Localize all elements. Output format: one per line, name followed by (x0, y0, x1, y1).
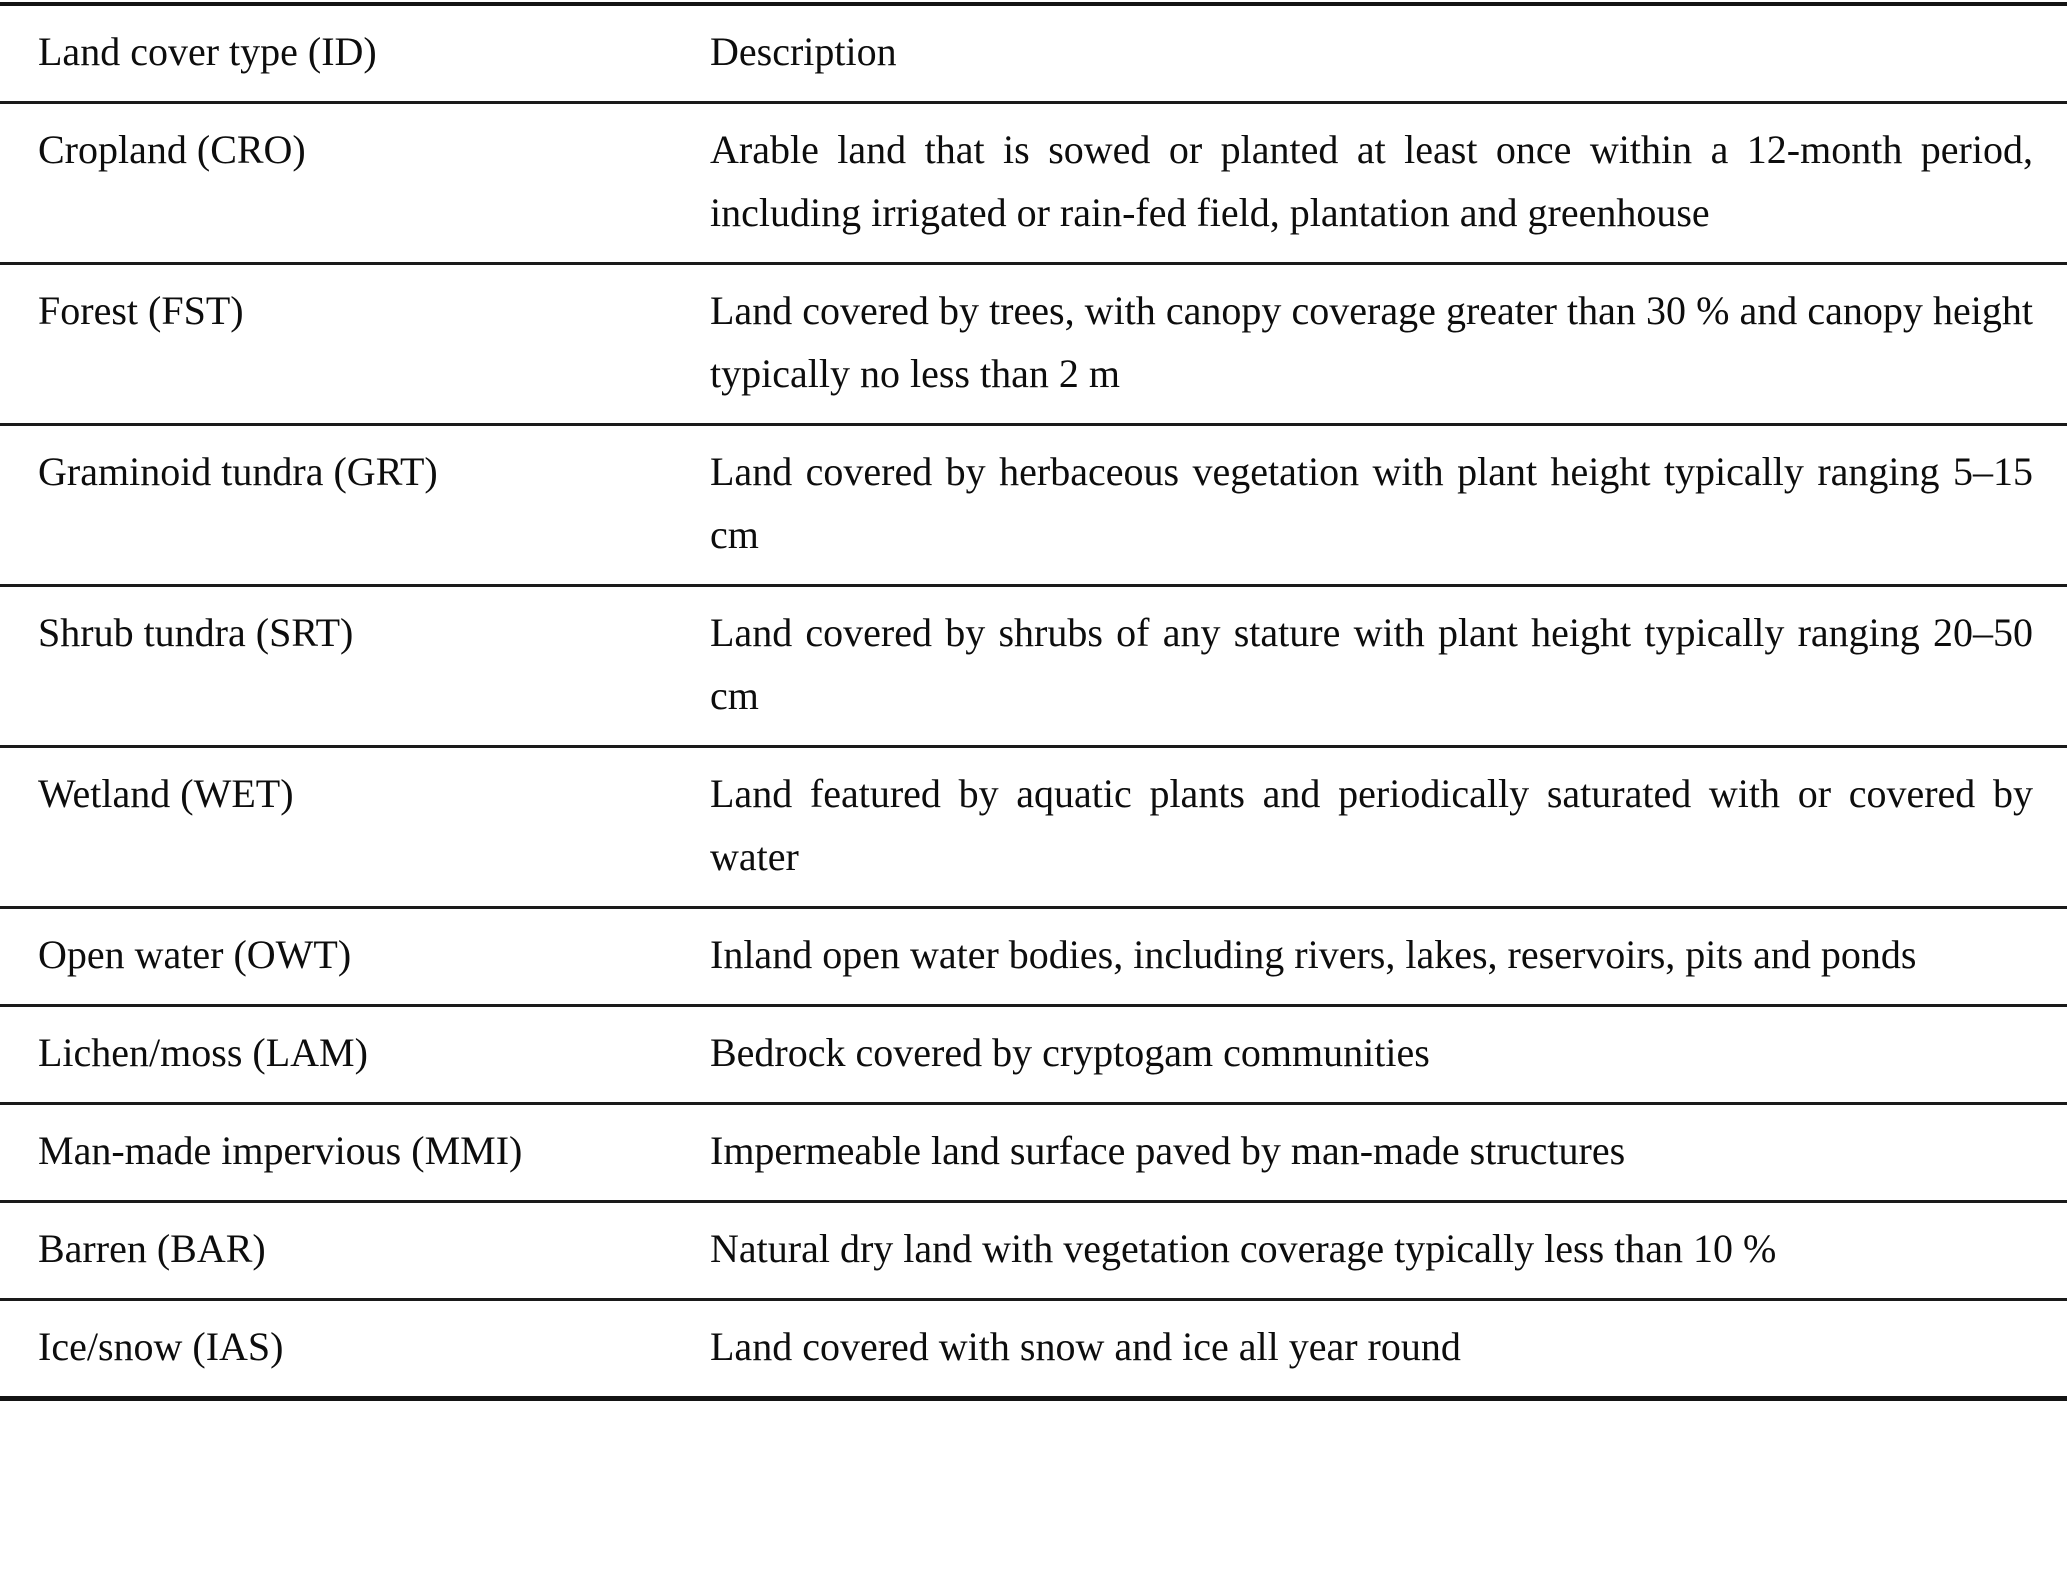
land-cover-table: Land cover type (ID) Description Croplan… (0, 2, 2067, 1401)
description-cell: Impermeable land surface paved by man-ma… (710, 1128, 1626, 1173)
land-cover-type-cell: Barren (BAR) (38, 1226, 266, 1271)
description-cell: Land covered by shrubs of any stature wi… (710, 610, 2033, 718)
column-header-land-cover-type: Land cover type (ID) (38, 29, 377, 74)
land-cover-type-cell: Graminoid tundra (GRT) (38, 449, 438, 494)
table-row: Forest (FST) Land covered by trees, with… (0, 265, 2067, 426)
description-cell: Inland open water bodies, including rive… (710, 932, 1917, 977)
description-cell: Land featured by aquatic plants and peri… (710, 771, 2033, 879)
table-row: Open water (OWT) Inland open water bodie… (0, 909, 2067, 1007)
land-cover-type-cell: Open water (OWT) (38, 932, 352, 977)
land-cover-type-cell: Shrub tundra (SRT) (38, 610, 354, 655)
table-row: Ice/snow (IAS) Land covered with snow an… (0, 1301, 2067, 1396)
table-row: Cropland (CRO) Arable land that is sowed… (0, 104, 2067, 265)
description-cell: Arable land that is sowed or planted at … (710, 127, 2033, 235)
table-row: Wetland (WET) Land featured by aquatic p… (0, 748, 2067, 909)
table-row: Barren (BAR) Natural dry land with veget… (0, 1203, 2067, 1301)
table-row: Man-made impervious (MMI) Impermeable la… (0, 1105, 2067, 1203)
description-cell: Land covered by trees, with canopy cover… (710, 288, 2033, 396)
table-row: Graminoid tundra (GRT) Land covered by h… (0, 426, 2067, 587)
land-cover-type-cell: Ice/snow (IAS) (38, 1324, 284, 1369)
column-header-description: Description (710, 29, 897, 74)
land-cover-type-cell: Man-made impervious (MMI) (38, 1128, 523, 1173)
land-cover-type-cell: Cropland (CRO) (38, 127, 306, 172)
land-cover-type-cell: Forest (FST) (38, 288, 244, 333)
description-cell: Land covered with snow and ice all year … (710, 1324, 1461, 1369)
table-row: Shrub tundra (SRT) Land covered by shrub… (0, 587, 2067, 748)
table-body: Cropland (CRO) Arable land that is sowed… (0, 104, 2067, 1396)
description-cell: Bedrock covered by cryptogam communities (710, 1030, 1430, 1075)
description-cell: Land covered by herbaceous vegetation wi… (710, 449, 2033, 557)
land-cover-type-cell: Wetland (WET) (38, 771, 294, 816)
table-row: Lichen/moss (LAM) Bedrock covered by cry… (0, 1007, 2067, 1105)
header-row: Land cover type (ID) Description (0, 6, 2067, 104)
land-cover-type-cell: Lichen/moss (LAM) (38, 1030, 368, 1075)
description-cell: Natural dry land with vegetation coverag… (710, 1226, 1777, 1271)
